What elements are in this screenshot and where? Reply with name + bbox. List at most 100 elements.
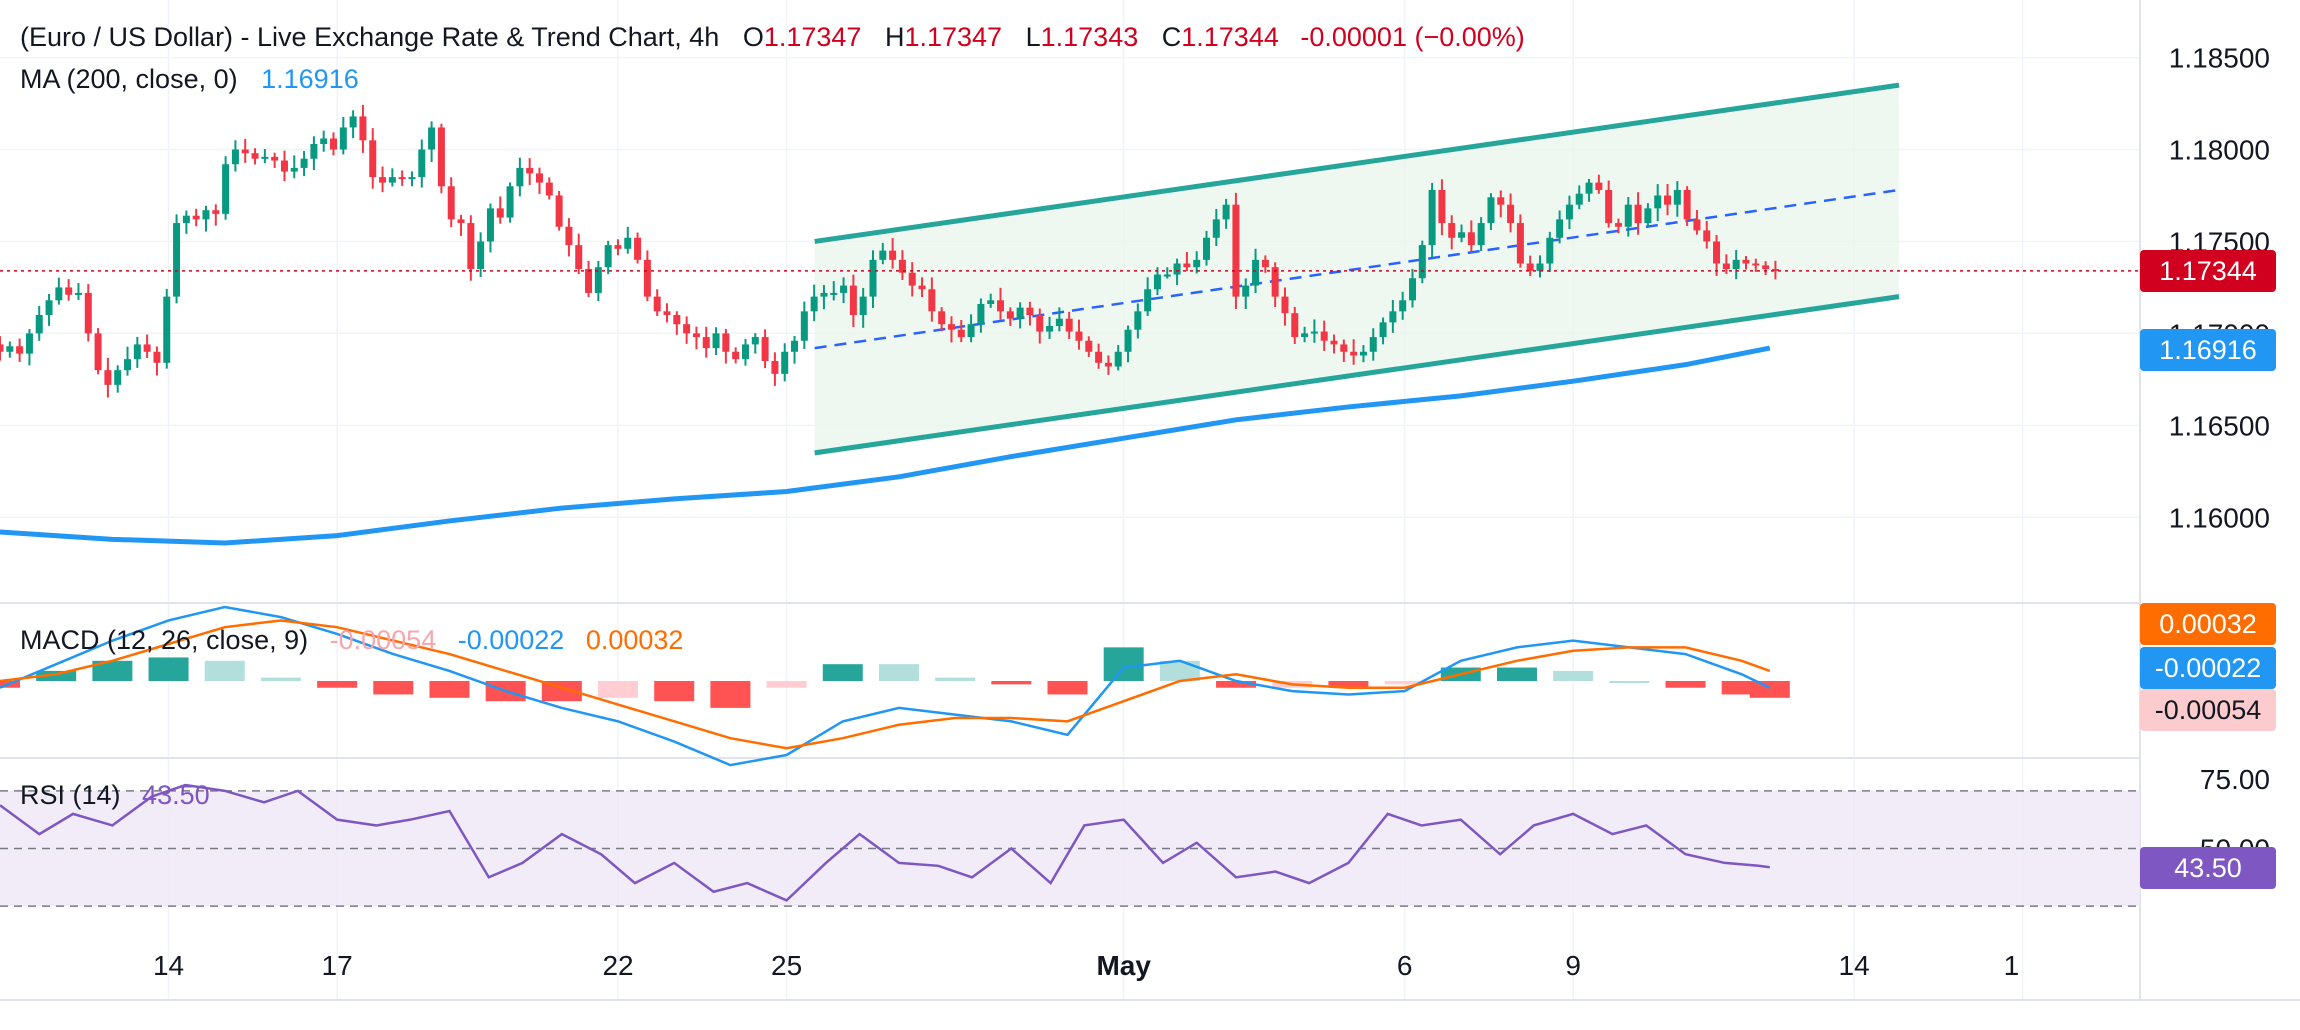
macd-histogram-bar [1159,660,1200,681]
candle-body [1497,197,1505,205]
candle-body [143,344,151,352]
candle-body [1467,232,1475,246]
candle-body [1026,307,1034,315]
candle-body [771,360,779,374]
candle-body [1369,337,1377,352]
candle-body [545,182,553,196]
candle-body [575,245,583,270]
candle-body [1301,333,1309,338]
candle-body [1585,182,1593,194]
close-label: C [1161,22,1182,52]
ma-legend: MA (200, close, 0) 1.16916 [20,64,359,95]
y-tick-label: 1.16500 [2169,410,2270,441]
macd-hist-value: -0.00054 [329,625,437,655]
x-tick-label: 14 [1839,950,1870,981]
y-tick-label: 1.16000 [2169,502,2270,533]
macd-histogram-bar [766,681,807,688]
candle-body [1261,259,1269,268]
macd-histogram-bar [991,681,1032,685]
candle-body [1448,223,1456,238]
candle-body [1408,278,1416,301]
candle-body [712,333,720,349]
candle-body [1006,311,1014,319]
candle-body [379,177,387,183]
candle-body [1683,189,1691,220]
macd-histogram-bar [429,681,470,698]
macd-histogram-bar [1496,667,1537,681]
candle-body [1340,344,1348,352]
candle-body [1134,311,1142,330]
candle-body [104,370,112,385]
candle-body [1624,204,1632,227]
candle-body [1203,237,1211,260]
x-tick-label: 22 [602,950,633,981]
candle-body [398,177,406,180]
macd-histogram-bar [935,677,976,681]
candle-body [349,116,357,128]
candle-body [535,173,543,183]
candle-body [45,300,53,315]
macd-histogram-bar [878,664,919,681]
candle-body [1722,263,1730,270]
rsi-axis-label: 75.00 [2200,764,2270,795]
candle-body [957,329,965,338]
candle-body [133,344,141,360]
candle-body [1055,318,1063,327]
macd-histogram-bar [317,681,358,688]
candle-body [1379,322,1387,338]
rsi-label: RSI (14) [20,780,121,810]
macd-histogram-bar [1216,681,1257,688]
macd-histogram-bar [260,677,301,681]
candle-body [898,259,906,273]
candle-body [1153,274,1161,290]
candle-body [477,241,485,270]
macd-signal-value: 0.00032 [585,625,684,655]
candle-body [1252,259,1260,286]
macd-histogram-bar [822,664,863,681]
candle-body [585,269,593,293]
macd-legend: MACD (12, 26, close, 9) -0.00054 -0.0002… [20,625,683,656]
high-value: 1.17347 [904,22,1003,52]
candle-body [614,245,622,249]
candle-body [604,245,612,268]
candle-body [192,215,200,220]
candle-body [565,226,573,246]
x-tick-label: 25 [771,950,802,981]
candle-body [1095,351,1103,363]
candlesticks [0,104,2140,398]
candle-body [1075,331,1083,341]
candle-body [173,223,181,297]
candle-body [673,315,681,325]
candle-body [1046,326,1054,332]
candle-body [310,144,318,159]
candle-body [290,167,298,172]
candle-body [114,370,122,385]
candle-body [1036,315,1044,332]
candle-body [1536,263,1544,271]
macd-line-tag: -0.00022 [2140,647,2276,689]
candle-body [1565,204,1573,220]
candle-body [300,158,308,168]
candle-body [1310,331,1318,334]
candle-body [65,287,73,295]
candle-body [516,167,524,187]
candle-body [1330,340,1338,345]
rising-channel [814,82,1900,456]
candle-body [1104,362,1112,367]
candle-body [1232,204,1240,297]
candle-body [1212,219,1220,238]
macd-layer [0,605,1790,767]
channel-midline [814,188,1900,350]
candle-body [1526,263,1534,271]
macd-label: MACD (12, 26, close, 9) [20,625,309,655]
macd-line-value: -0.00022 [457,625,565,655]
candle-body [457,219,465,224]
macd-histogram-bar [1609,681,1650,683]
candle-body [1124,329,1132,352]
x-tick-label: May [1096,950,1151,981]
candle-body [594,267,602,293]
candle-body [761,337,769,361]
candle-body [1752,263,1760,266]
high-label: H [884,22,905,52]
candle-body [1399,300,1407,312]
